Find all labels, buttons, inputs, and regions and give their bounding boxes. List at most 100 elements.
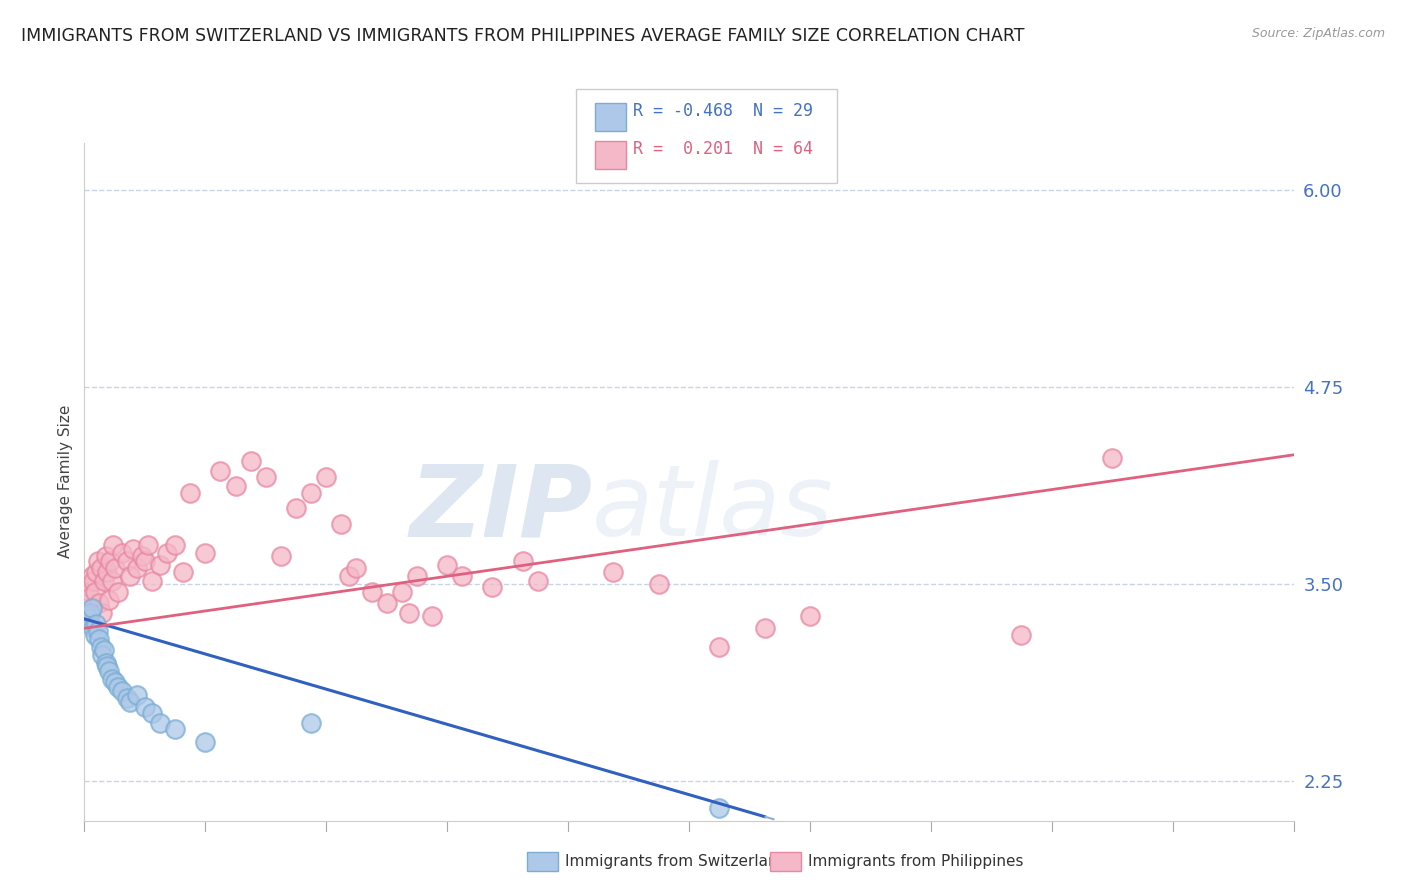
Text: Source: ZipAtlas.com: Source: ZipAtlas.com bbox=[1251, 27, 1385, 40]
Point bbox=[141, 706, 163, 721]
Point bbox=[86, 616, 108, 631]
Text: IMMIGRANTS FROM SWITZERLAND VS IMMIGRANTS FROM PHILIPPINES AVERAGE FAMILY SIZE C: IMMIGRANTS FROM SWITZERLAND VS IMMIGRANT… bbox=[21, 27, 1025, 45]
Text: R = -0.468  N = 29: R = -0.468 N = 29 bbox=[633, 103, 813, 120]
Point bbox=[172, 565, 194, 579]
Point bbox=[127, 561, 149, 575]
Point bbox=[239, 454, 262, 468]
Point bbox=[799, 608, 821, 623]
Text: Immigrants from Switzerland: Immigrants from Switzerland bbox=[565, 855, 787, 869]
Point bbox=[111, 684, 134, 698]
Point bbox=[87, 553, 110, 567]
Point bbox=[104, 561, 127, 575]
Point bbox=[315, 470, 337, 484]
Point bbox=[709, 801, 731, 815]
Point bbox=[118, 695, 141, 709]
Point bbox=[647, 577, 671, 591]
Point bbox=[90, 640, 112, 655]
Point bbox=[111, 546, 134, 560]
Point bbox=[107, 680, 129, 694]
Point bbox=[330, 517, 353, 532]
Point bbox=[375, 596, 398, 610]
Point bbox=[90, 561, 112, 575]
Point bbox=[100, 574, 122, 588]
Point bbox=[96, 659, 118, 673]
Text: ZIP: ZIP bbox=[409, 460, 592, 558]
Text: R =  0.201  N = 64: R = 0.201 N = 64 bbox=[633, 140, 813, 158]
Text: atlas: atlas bbox=[592, 460, 834, 558]
Point bbox=[754, 621, 776, 635]
Point bbox=[225, 479, 247, 493]
Point bbox=[391, 585, 413, 599]
Point bbox=[98, 553, 121, 567]
Point bbox=[156, 546, 179, 560]
Point bbox=[121, 542, 143, 557]
Point bbox=[82, 621, 104, 635]
Point bbox=[337, 569, 360, 583]
Point bbox=[451, 569, 474, 583]
Point bbox=[84, 627, 107, 641]
Point bbox=[89, 596, 111, 610]
Point bbox=[420, 608, 443, 623]
Point bbox=[149, 558, 172, 573]
Point bbox=[1010, 627, 1032, 641]
Point bbox=[80, 569, 103, 583]
Point bbox=[96, 565, 118, 579]
Point bbox=[602, 565, 624, 579]
Point bbox=[115, 553, 138, 567]
Point bbox=[299, 485, 322, 500]
Point bbox=[270, 549, 292, 563]
Point bbox=[76, 600, 98, 615]
Text: Immigrants from Philippines: Immigrants from Philippines bbox=[808, 855, 1024, 869]
Point bbox=[84, 585, 107, 599]
Point bbox=[91, 606, 114, 620]
Point bbox=[149, 715, 172, 730]
Point bbox=[1101, 450, 1123, 465]
Point bbox=[284, 501, 308, 516]
Point bbox=[97, 664, 120, 678]
Y-axis label: Average Family Size: Average Family Size bbox=[58, 405, 73, 558]
Point bbox=[115, 690, 138, 705]
Point bbox=[107, 585, 129, 599]
Point bbox=[299, 715, 322, 730]
Point bbox=[118, 569, 141, 583]
Point bbox=[134, 700, 156, 714]
Point bbox=[80, 600, 103, 615]
Point bbox=[77, 612, 100, 626]
Point bbox=[93, 574, 115, 588]
Point bbox=[86, 565, 108, 579]
Point bbox=[436, 558, 458, 573]
Point bbox=[398, 606, 420, 620]
Point bbox=[82, 574, 104, 588]
Point bbox=[163, 538, 186, 552]
Point bbox=[79, 590, 101, 604]
Point bbox=[194, 546, 217, 560]
Point bbox=[179, 485, 201, 500]
Point bbox=[526, 574, 548, 588]
Point bbox=[87, 624, 110, 639]
Point bbox=[406, 569, 429, 583]
Point bbox=[163, 722, 186, 736]
Point bbox=[89, 632, 111, 647]
Point bbox=[93, 643, 115, 657]
Point bbox=[481, 580, 503, 594]
Point bbox=[100, 672, 122, 686]
Point bbox=[131, 549, 153, 563]
Point bbox=[77, 580, 100, 594]
Point bbox=[79, 606, 101, 620]
Point bbox=[360, 585, 382, 599]
Point bbox=[76, 608, 98, 623]
Point bbox=[94, 549, 117, 563]
Point bbox=[97, 593, 120, 607]
Point bbox=[346, 561, 368, 575]
Point bbox=[91, 648, 114, 662]
Point bbox=[709, 640, 731, 655]
Point bbox=[94, 656, 117, 670]
Point bbox=[141, 574, 163, 588]
Point bbox=[134, 553, 156, 567]
Point bbox=[512, 553, 534, 567]
Point bbox=[254, 470, 277, 484]
Point bbox=[127, 688, 149, 702]
Point bbox=[194, 735, 217, 749]
Point bbox=[101, 538, 124, 552]
Point bbox=[136, 538, 159, 552]
